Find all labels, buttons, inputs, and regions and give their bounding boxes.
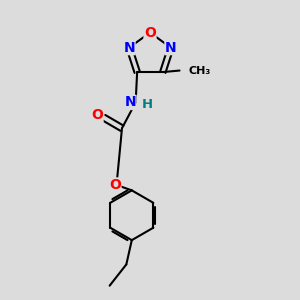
Text: H: H [142, 98, 153, 111]
Text: N: N [165, 40, 177, 55]
Text: O: O [109, 178, 121, 192]
Text: O: O [91, 108, 103, 122]
Text: N: N [123, 40, 135, 55]
Text: N: N [124, 95, 136, 110]
Text: CH₃: CH₃ [188, 65, 210, 76]
Text: O: O [144, 26, 156, 40]
